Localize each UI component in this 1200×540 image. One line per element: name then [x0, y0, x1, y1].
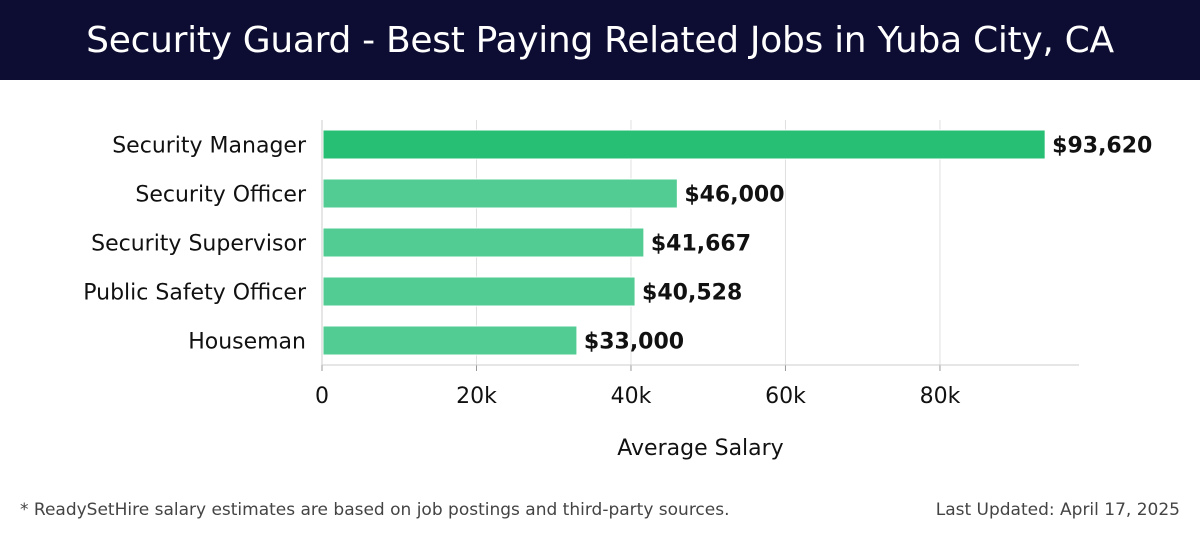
bar	[322, 227, 645, 258]
bar	[322, 129, 1046, 160]
x-tick-label: 80k	[920, 384, 961, 409]
x-tick-label: 40k	[611, 384, 652, 409]
x-tick-label: 20k	[456, 384, 497, 409]
value-label: $41,667	[651, 232, 751, 257]
last-updated: Last Updated: April 17, 2025	[935, 500, 1180, 520]
category-label: Public Safety Officer	[83, 281, 307, 306]
category-label: Security Supervisor	[91, 232, 307, 257]
bar-chart: 0 20k 40k 60k 80k Security Manager $93,620 Secu…	[83, 120, 1152, 461]
value-label: $33,000	[584, 330, 684, 355]
chart-title: Security Guard - Best Paying Related Job…	[86, 19, 1114, 61]
x-tick-label: 60k	[765, 384, 806, 409]
value-label: $40,528	[642, 281, 742, 306]
bar	[322, 178, 678, 209]
footer-note: * ReadySetHire salary estimates are base…	[20, 500, 730, 520]
x-axis-title: Average Salary	[617, 436, 783, 461]
bar	[322, 276, 636, 307]
x-tick-label: 0	[315, 384, 329, 409]
header-banner: Security Guard - Best Paying Related Job…	[0, 0, 1200, 80]
bar	[322, 325, 578, 356]
category-label: Houseman	[188, 330, 306, 355]
category-label: Security Manager	[112, 134, 307, 159]
value-label: $46,000	[684, 183, 784, 208]
category-label: Security Officer	[135, 183, 307, 208]
value-label: $93,620	[1052, 134, 1152, 159]
